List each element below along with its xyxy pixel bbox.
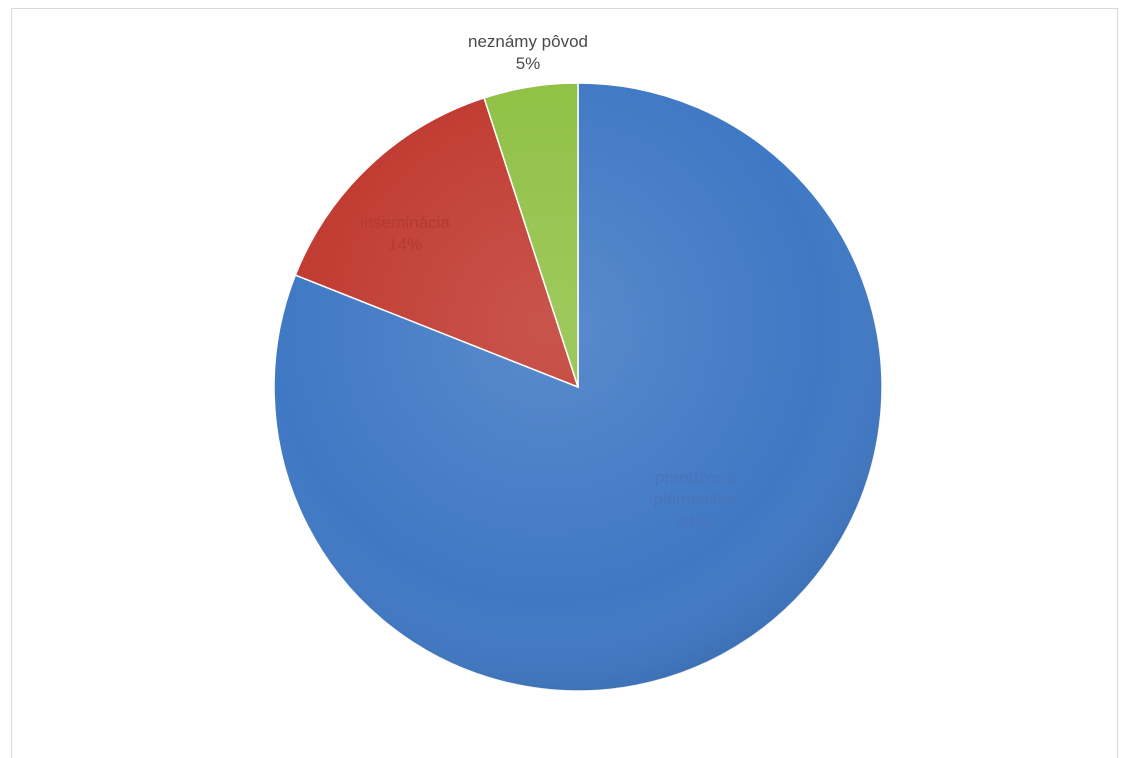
slice-label-1: prirodzená plemenitba 81% xyxy=(653,468,737,531)
slice-label-2: inseminácia 14% xyxy=(360,213,450,254)
slices-layer xyxy=(273,82,883,692)
slice-value-label: 5% xyxy=(516,54,541,73)
slice-label-3: neznámy pôvod 5% xyxy=(468,32,588,73)
slice-category-label: plemenitba xyxy=(653,490,737,509)
slice-category-label: inseminácia xyxy=(360,213,450,232)
slice-value-label: 81% xyxy=(678,512,712,531)
slice-category-label: neznámy pôvod xyxy=(468,32,588,51)
labels-layer: prirodzená plemenitba 81% inseminácia 14% nez… xyxy=(360,32,737,531)
slice-category-label: prirodzená xyxy=(655,468,736,487)
slice-value-label: 14% xyxy=(388,235,422,254)
